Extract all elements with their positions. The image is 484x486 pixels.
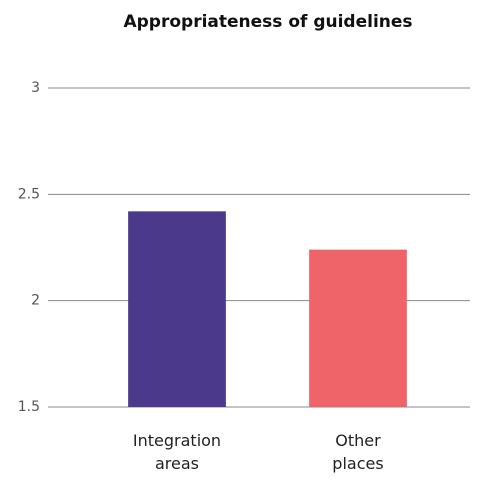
y-tick-label: 2	[31, 293, 40, 309]
y-tick-label: 1.5	[18, 399, 40, 415]
chart-title: Appropriateness of guidelines	[123, 12, 412, 32]
y-tick-label: 3	[31, 80, 40, 96]
bar	[309, 249, 407, 407]
bar	[128, 211, 226, 407]
y-tick-label: 2.5	[18, 186, 40, 202]
x-tick-label: Integration areas	[132, 431, 222, 473]
x-tick-label: Other places	[332, 431, 384, 473]
